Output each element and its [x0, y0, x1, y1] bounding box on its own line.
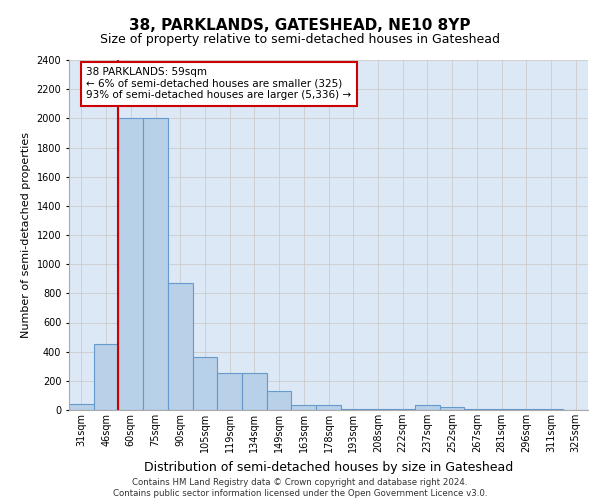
Bar [316, 405, 341, 410]
Text: 38 PARKLANDS: 59sqm
← 6% of semi-detached houses are smaller (325)
93% of semi-d: 38 PARKLANDS: 59sqm ← 6% of semi-detache… [86, 68, 352, 100]
Bar [440, 407, 464, 410]
Bar [168, 283, 193, 410]
Text: 38, PARKLANDS, GATESHEAD, NE10 8YP: 38, PARKLANDS, GATESHEAD, NE10 8YP [129, 18, 471, 32]
Y-axis label: Number of semi-detached properties: Number of semi-detached properties [21, 132, 31, 338]
Bar [267, 391, 292, 410]
Bar [143, 118, 168, 410]
Bar [415, 405, 440, 410]
Text: Contains HM Land Registry data © Crown copyright and database right 2024.
Contai: Contains HM Land Registry data © Crown c… [113, 478, 487, 498]
Bar [242, 373, 267, 410]
Bar [193, 357, 217, 410]
X-axis label: Distribution of semi-detached houses by size in Gateshead: Distribution of semi-detached houses by … [144, 460, 513, 473]
Bar [365, 408, 390, 410]
Bar [464, 408, 489, 410]
Bar [390, 408, 415, 410]
Bar [94, 344, 118, 410]
Bar [341, 408, 365, 410]
Bar [217, 373, 242, 410]
Bar [118, 118, 143, 410]
Bar [69, 404, 94, 410]
Text: Size of property relative to semi-detached houses in Gateshead: Size of property relative to semi-detach… [100, 32, 500, 46]
Bar [292, 405, 316, 410]
